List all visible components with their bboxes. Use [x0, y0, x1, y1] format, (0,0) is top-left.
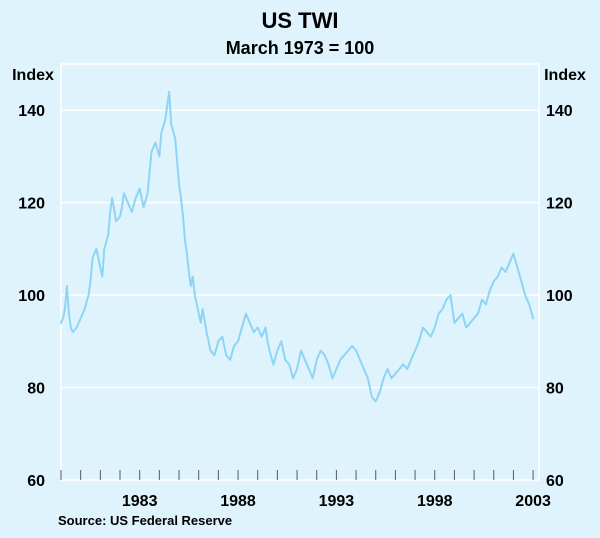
y-tick-label-right: 120: [546, 196, 573, 213]
y-tick-label-right: 60: [546, 473, 564, 490]
y-tick-label-left: 100: [18, 288, 45, 305]
right-y-tick-labels: 60 80 100 120 140: [546, 103, 573, 490]
source-note: Source: US Federal Reserve: [58, 513, 232, 528]
x-tick-label: 1998: [417, 493, 453, 510]
y-tick-label-right: 140: [546, 103, 573, 120]
left-axis-unit-label: Index: [12, 67, 54, 84]
gridlines: [61, 109, 539, 389]
x-tick-label: 1983: [122, 493, 158, 510]
series-layer: [60, 90, 535, 403]
x-tick-label: 1988: [220, 493, 256, 510]
right-axis-unit-label: Index: [544, 67, 586, 84]
y-tick-label-left: 120: [18, 196, 45, 213]
x-tick-labels: 1983 1988 1993 1998 2003: [122, 493, 551, 510]
y-tick-label-right: 80: [546, 381, 564, 398]
left-y-tick-labels: 60 80 100 120 140: [18, 103, 45, 490]
y-tick-label-right: 100: [546, 288, 573, 305]
series-line-us-twi: [60, 90, 535, 403]
plot-frame: [60, 63, 540, 481]
chart-subtitle: March 1973 = 100: [226, 38, 375, 58]
y-tick-label-left: 140: [18, 103, 45, 120]
y-tick-label-left: 80: [27, 381, 45, 398]
y-tick-label-left: 60: [27, 473, 45, 490]
x-axis-minor-ticks: [60, 470, 534, 480]
x-tick-label: 1993: [319, 493, 355, 510]
chart-title: US TWI: [262, 8, 339, 33]
x-tick-label: 2003: [515, 493, 551, 510]
